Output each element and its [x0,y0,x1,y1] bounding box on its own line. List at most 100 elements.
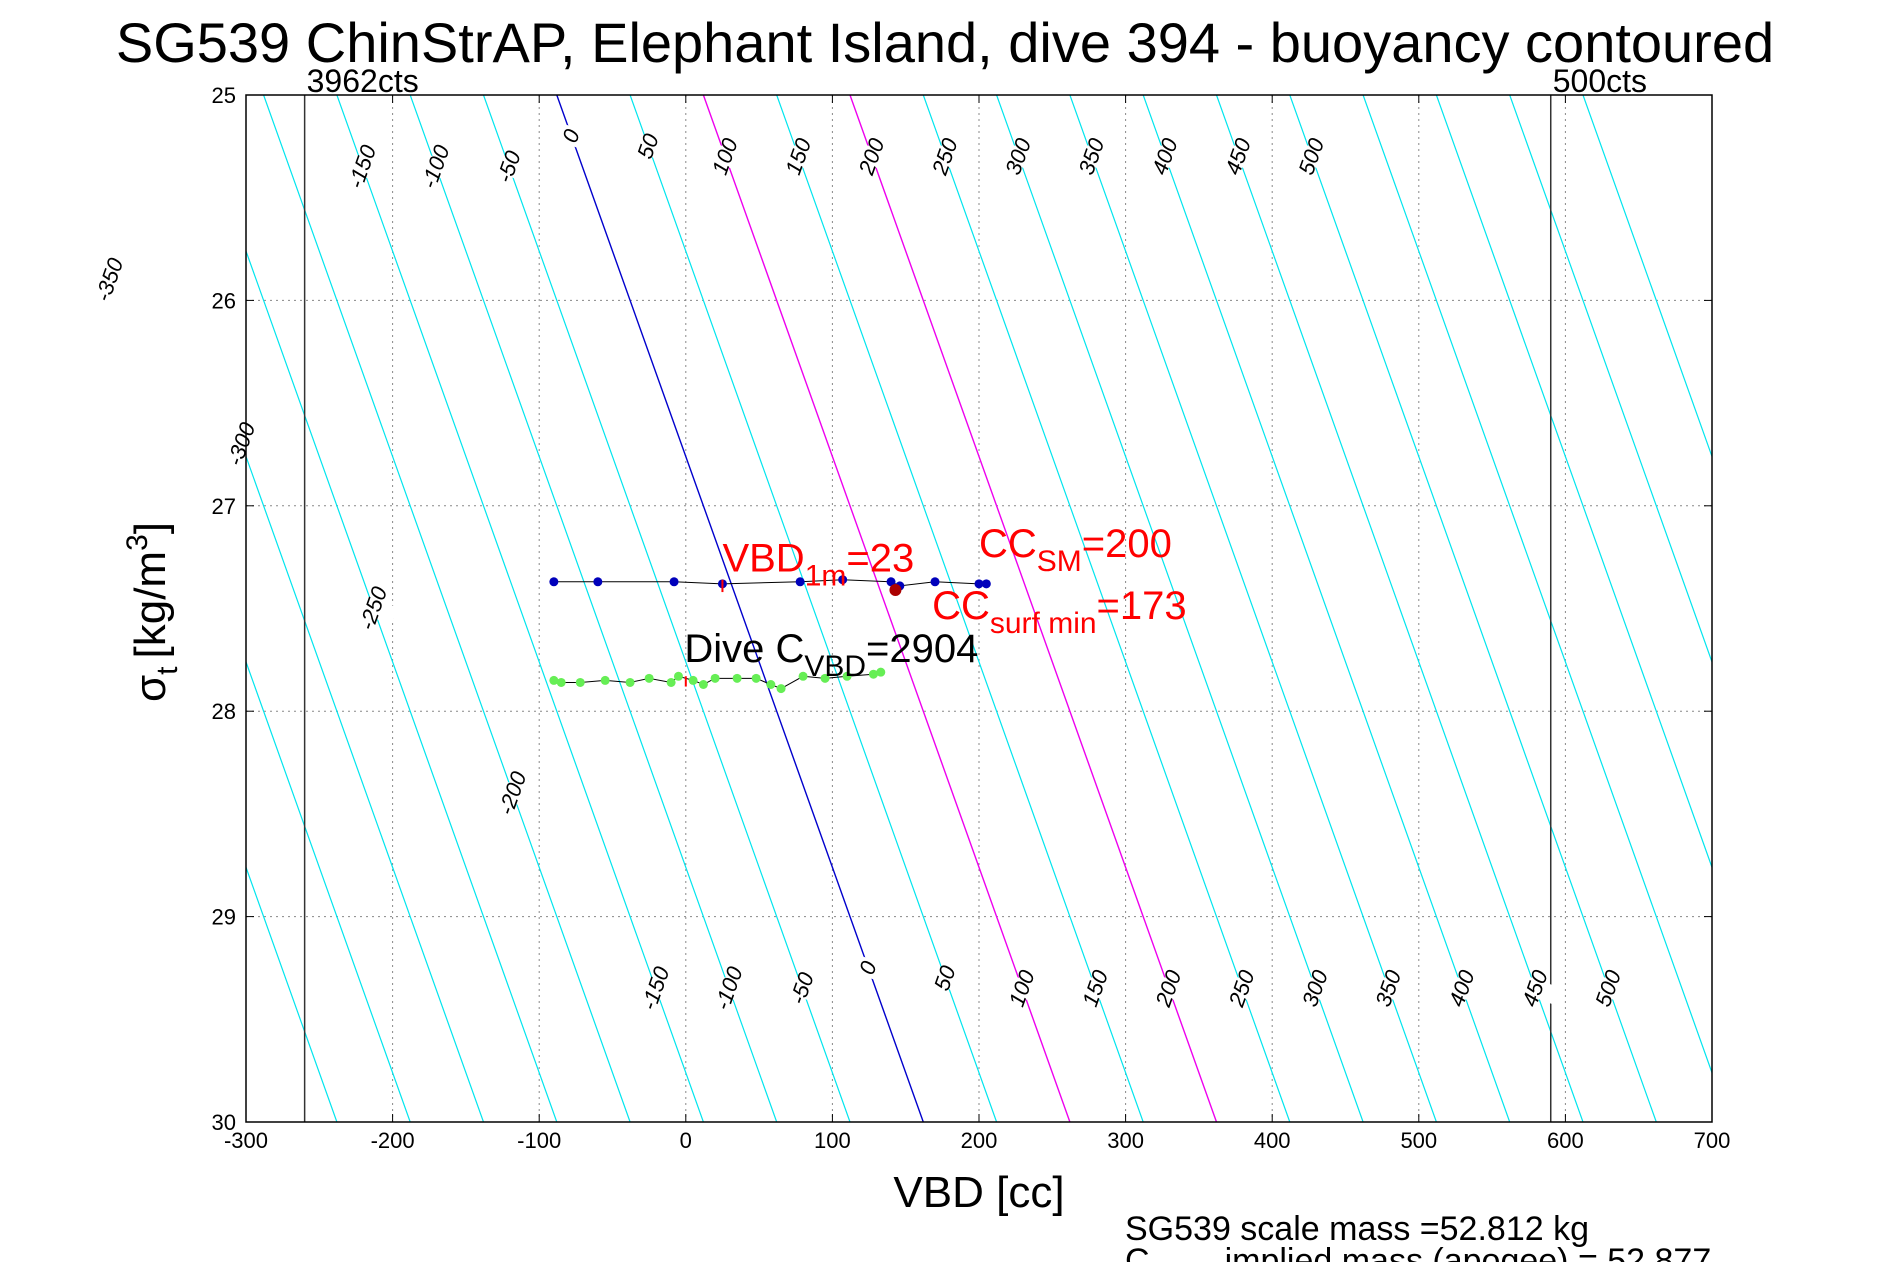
y-tick-label: 28 [212,699,236,724]
contour-label: 450 [1517,966,1553,1010]
y-axis-label: σt [kg/m3] [121,522,184,702]
y-tick-label: 27 [212,494,236,519]
contour-label-background [1141,140,1189,173]
x-tick-label: 600 [1547,1128,1584,1153]
x-tick-label: 500 [1400,1128,1437,1153]
y-tick-label: 26 [212,288,236,313]
annotation-base: VBD [722,537,804,581]
descent-line [553,579,987,587]
cc-surf-marker [889,584,902,597]
ascent-point [842,671,852,681]
contour-label: 400 [1147,134,1183,178]
buoyancy-contour [776,95,1144,1122]
buoyancy-contour [556,95,924,1122]
buoyancy-contours [246,95,1712,1122]
footnote-scale-mass: SG539 scale mass =52.812 kg [1125,1210,1589,1248]
contour-label: 500 [1590,966,1626,1010]
ascent-point [751,673,761,683]
buoyancy-contour [702,95,1071,1122]
descent-point [981,579,991,589]
contour-label: 350 [1370,966,1406,1010]
ascent-point [710,673,720,683]
contour-label-background [412,151,460,183]
contour-label: 300 [1297,966,1333,1010]
x-tick-label: -100 [517,1128,561,1153]
data-series [549,575,991,694]
ascent-point [600,675,610,685]
gridlines [246,95,1712,1122]
annotation-sub: SM [1037,545,1082,578]
contour-label-background [489,777,537,810]
contour-label-background [338,151,387,183]
descent-point [669,577,679,587]
x-tick-label: -300 [224,1128,268,1153]
annotation-value: =173 [1097,584,1187,628]
contour-label-background [85,263,134,296]
y-axis-label-symbol: σ [126,675,175,702]
buoyancy-contour [922,95,1291,1122]
annotation-ccsurf: CCsurf min=173 [932,584,1187,640]
contour-label: 300 [1000,134,1036,178]
axis-ticks: -300 -200 -100 0 100 200 300 400 500 600 700 25 26 27… [212,83,1731,1153]
contour-label-background [1291,972,1340,1005]
annotation-base: CC [979,522,1037,566]
footnote-implied-mass-base: C [1125,1242,1150,1262]
contour-label-background [1214,140,1263,173]
buoyancy-contour [263,95,631,1122]
x-axis-label: VBD [cc] [893,1168,1064,1217]
contour-labels: -350-300-250-200-150 -100 -500 50 100 150 200 2… [85,120,1633,1013]
x-tick-label: 0 [680,1128,692,1153]
annotation-sub: 1m [805,560,847,593]
contour-label-background [844,952,893,984]
contour-label-background [624,130,673,163]
y-axis-label-close: ] [126,522,175,534]
ascent-point [776,684,786,694]
contour-label-background [1511,972,1560,1005]
buoyancy-contour [246,660,411,1122]
y-tick-label: 30 [212,1110,236,1135]
buoyancy-contour [1509,95,1712,664]
contour-label-background [994,140,1043,173]
vbd-limit-label: 3962cts [307,63,419,99]
footnote-implied-mass-text: implied mass (apogee) = 52.877 [1225,1242,1712,1262]
ascent-point [732,673,742,683]
buoyancy-contour [996,95,1364,1122]
annotation-sub: VBD [804,650,866,683]
annotation-sub: surf min [990,607,1097,640]
x-tick-label: 100 [814,1128,851,1153]
contour-label-background [1068,140,1116,173]
contour-label-background [217,428,266,461]
descent-point [795,577,805,587]
ascent-point [644,673,654,683]
contour-label-background [921,962,970,995]
contour-label: 150 [1077,966,1113,1010]
buoyancy-contour [1215,95,1584,1122]
x-tick-label: 300 [1107,1128,1144,1153]
contour-label-background [774,140,823,173]
contour-label-background [848,140,896,173]
x-tick-label: 700 [1694,1128,1731,1153]
contour-label-background [701,140,750,173]
annotation-vbd1m: VBD1m=23 [722,537,914,593]
contour-label-background [921,140,970,173]
descent-point [838,575,848,585]
contour-label-background [1145,972,1193,1005]
chart-title: SG539 ChinStrAP, Elephant Island, dive 3… [116,11,1774,74]
buoyancy-contour [629,95,998,1122]
contour-label-background [547,120,596,152]
buoyancy-contour [1142,95,1511,1122]
ascent-point [868,669,878,679]
vbd-limit-label: 500cts [1553,63,1647,99]
contour-label: 400 [1444,966,1480,1010]
contour-label-background [998,972,1046,1005]
y-axis-label-sup: 3 [121,534,154,551]
contour-label: 450 [1220,134,1256,178]
ascent-point [766,679,776,689]
contour-label: 500 [1293,134,1329,178]
contour-label: 100 [707,134,743,178]
contour-label-background [1218,972,1266,1005]
contour-label-background [632,972,680,1005]
vbd-limit-lines: 3962cts 500cts [303,63,1647,1122]
